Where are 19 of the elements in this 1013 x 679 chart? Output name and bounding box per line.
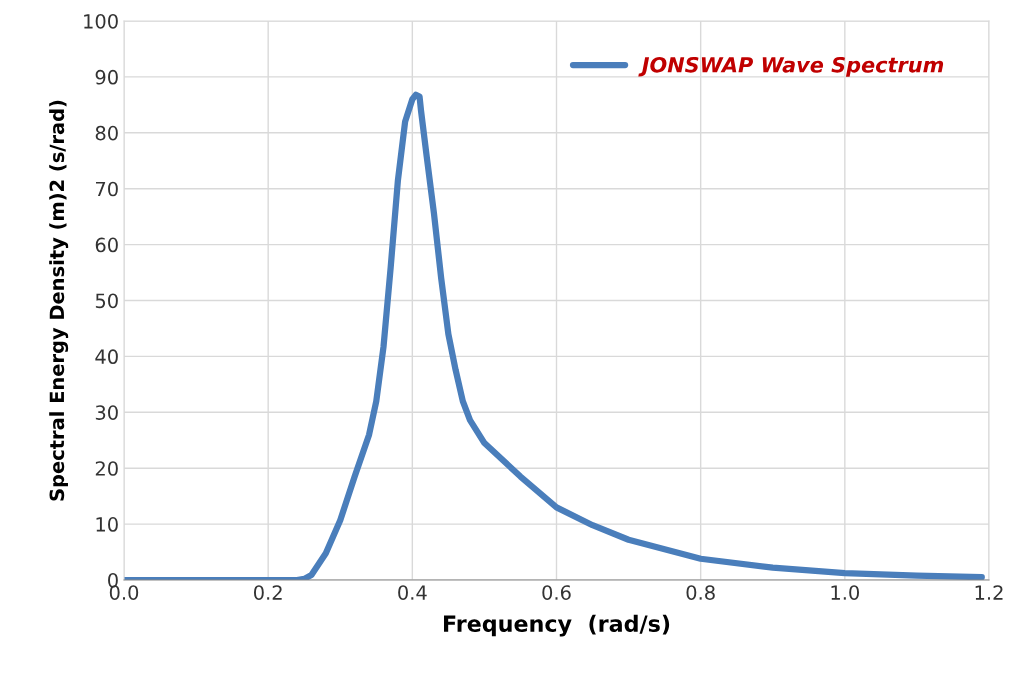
y-tick-label: 50	[95, 293, 118, 309]
x-tick-label: 0.6	[542, 585, 571, 600]
x-tick-label: 0.8	[686, 585, 715, 600]
y-tick-label: 80	[95, 125, 118, 141]
y-tick-label: 10	[96, 517, 118, 532]
x-tick-label: 1.0	[831, 585, 859, 600]
x-tick-label: 0.2	[253, 585, 282, 600]
y-tick-label: 70	[95, 181, 118, 197]
y-tick-label: 30	[95, 405, 118, 420]
x-tick-label: 0.4	[398, 585, 427, 600]
y-tick-label: 90	[95, 69, 118, 85]
y-tick-label: 100	[84, 13, 118, 29]
y-tick-label: 20	[95, 461, 118, 476]
y-tick-label: 40	[95, 349, 118, 365]
legend-label: JONSWAP Wave Spectrum	[638, 56, 944, 77]
y-tick-label: 60	[95, 237, 118, 253]
x-tick-label: 1.2	[975, 585, 1003, 600]
x-axis-title: Frequency (rad/s)	[444, 614, 670, 637]
y-axis-title: Spectral Energy Density (m)2 (s/rad)	[49, 100, 69, 501]
